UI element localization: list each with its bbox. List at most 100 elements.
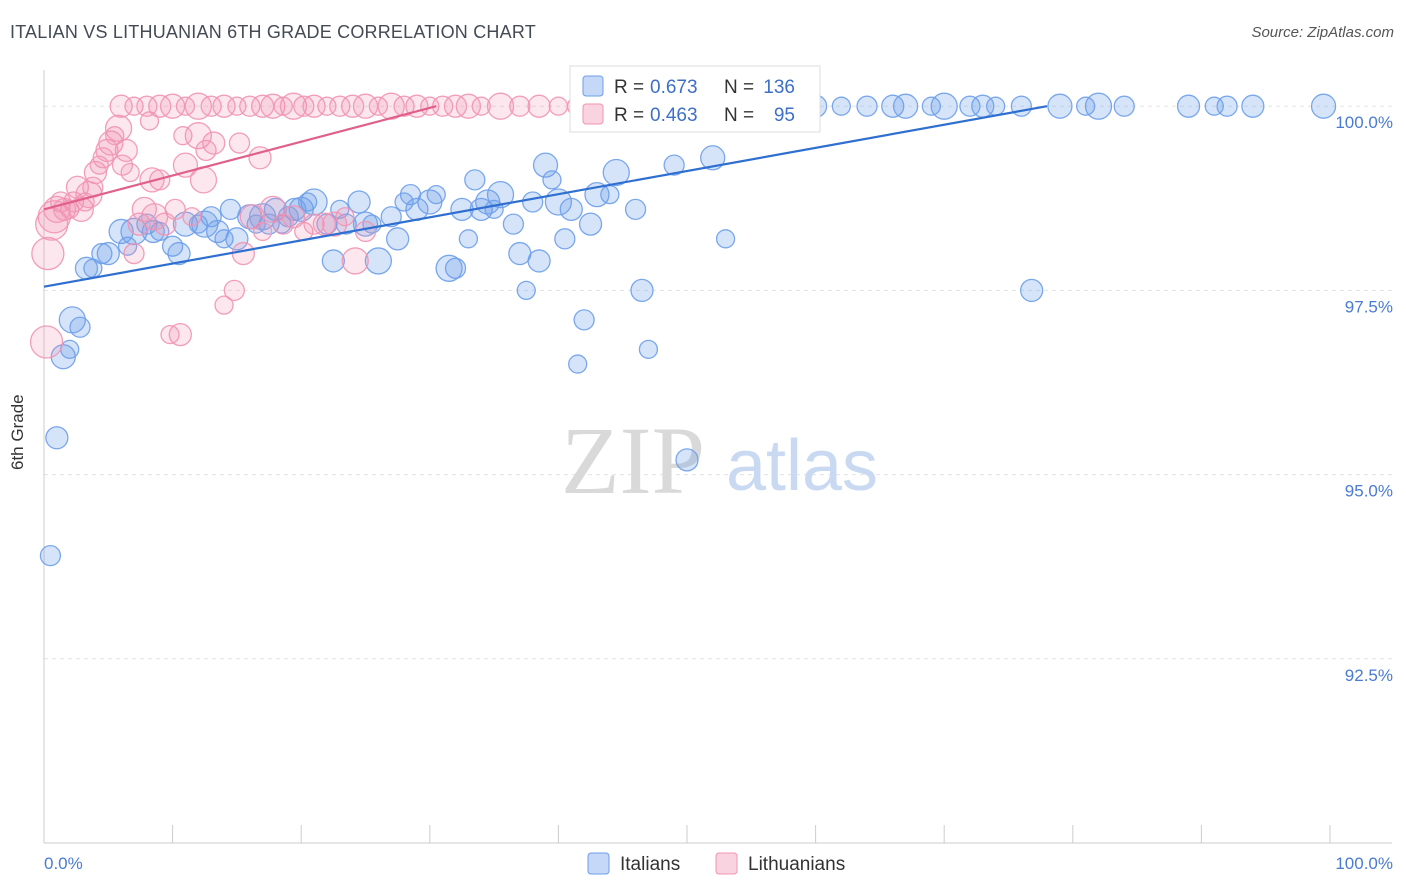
point-lithuanians (105, 126, 125, 146)
point-italians (444, 257, 467, 279)
point-italians (892, 93, 919, 119)
point-italians (1084, 92, 1113, 120)
point-lithuanians (340, 94, 365, 118)
point-italians (1113, 95, 1135, 117)
x-tick-label: 100.0% (1335, 854, 1393, 873)
point-italians (347, 190, 371, 214)
watermark-zip: ZIP (561, 407, 705, 514)
point-lithuanians (471, 96, 491, 116)
point-lithuanians (160, 324, 180, 345)
point-lithuanians (228, 132, 251, 154)
point-italians (624, 198, 647, 221)
legend-n-value: 136 (763, 77, 795, 98)
point-lithuanians (312, 212, 336, 236)
legend-swatch (582, 75, 604, 97)
point-lithuanians (123, 242, 145, 265)
point-italians (464, 169, 486, 191)
point-lithuanians (104, 114, 133, 142)
point-lithuanians (486, 92, 515, 120)
point-italians (568, 354, 588, 374)
trend-lines (43, 105, 1048, 288)
point-italians (426, 184, 446, 205)
point-italians (188, 214, 208, 234)
point-italians (161, 235, 184, 257)
point-lithuanians (260, 93, 286, 119)
point-italians (458, 229, 479, 249)
gridlines (44, 105, 1392, 660)
point-italians (527, 249, 551, 273)
point-lithuanians (182, 207, 202, 227)
point-lithuanians (443, 94, 468, 118)
legend-swatch (582, 103, 604, 125)
point-lithuanians (329, 95, 351, 117)
bottom-legend-swatch (587, 852, 610, 875)
point-italians (1019, 278, 1044, 303)
legend-box (569, 65, 821, 133)
legend-r-value: 0.673 (650, 77, 698, 98)
y-tick-label: 100.0% (1335, 113, 1393, 132)
point-italians (167, 241, 191, 266)
point-lithuanians (303, 213, 325, 235)
point-italians (522, 191, 544, 213)
point-lithuanians (248, 146, 272, 170)
point-italians (385, 227, 410, 251)
source-label: Source: ZipAtlas.com (1251, 24, 1394, 41)
point-lithuanians (239, 204, 265, 230)
point-italians (700, 145, 726, 171)
point-lithuanians (200, 95, 222, 117)
point-lithuanians (252, 221, 273, 242)
point-italians (516, 280, 536, 301)
point-italians (364, 247, 393, 275)
point-italians (602, 158, 630, 187)
point-lithuanians (31, 236, 65, 271)
point-italians (715, 229, 736, 249)
point-italians (638, 339, 659, 359)
point-lithuanians (354, 220, 377, 243)
legend-r-value: 0.463 (650, 105, 698, 126)
point-italians (578, 212, 603, 236)
point-lithuanians (223, 279, 245, 302)
point-italians (559, 197, 583, 222)
axes (43, 70, 1392, 844)
point-italians (225, 227, 249, 251)
legend-n-label: N = (724, 77, 754, 98)
point-lithuanians (335, 207, 355, 227)
point-italians (283, 197, 307, 222)
point-lithuanians (127, 212, 151, 236)
point-italians (1310, 93, 1337, 119)
legend-n-label: N = (724, 105, 754, 126)
point-lithuanians (111, 154, 134, 176)
point-italians (1047, 93, 1073, 119)
point-italians (39, 545, 62, 567)
point-italians (297, 192, 318, 212)
point-italians (380, 206, 402, 228)
point-lithuanians (173, 126, 193, 146)
point-italians (630, 278, 654, 303)
y-tick-label: 92.5% (1345, 666, 1393, 685)
point-italians (959, 95, 981, 117)
point-italians (45, 426, 69, 450)
trend-line-italians (43, 105, 1048, 288)
bottom-legend-label: Italians (620, 854, 680, 875)
point-italians (502, 213, 525, 235)
point-italians (150, 221, 170, 242)
point-lithuanians (214, 295, 234, 315)
bottom-legend: Italians Lithuanians (587, 852, 845, 875)
point-italians (96, 241, 120, 266)
point-italians (856, 95, 878, 117)
y-tick-label: 97.5% (1345, 297, 1393, 316)
point-italians (69, 316, 91, 338)
y-tick-label: 95.0% (1345, 482, 1393, 501)
point-italians (60, 339, 80, 359)
point-italians (486, 180, 515, 209)
point-lithuanians (341, 247, 369, 275)
point-lithuanians (168, 322, 192, 347)
point-lithuanians (92, 147, 114, 169)
trend-line-lithuanians (43, 105, 437, 211)
point-italians (675, 448, 699, 472)
point-italians (1241, 94, 1265, 118)
point-lithuanians (509, 95, 531, 117)
watermark: ZIP atlas (561, 407, 878, 514)
bottom-legend-swatch (715, 852, 738, 875)
